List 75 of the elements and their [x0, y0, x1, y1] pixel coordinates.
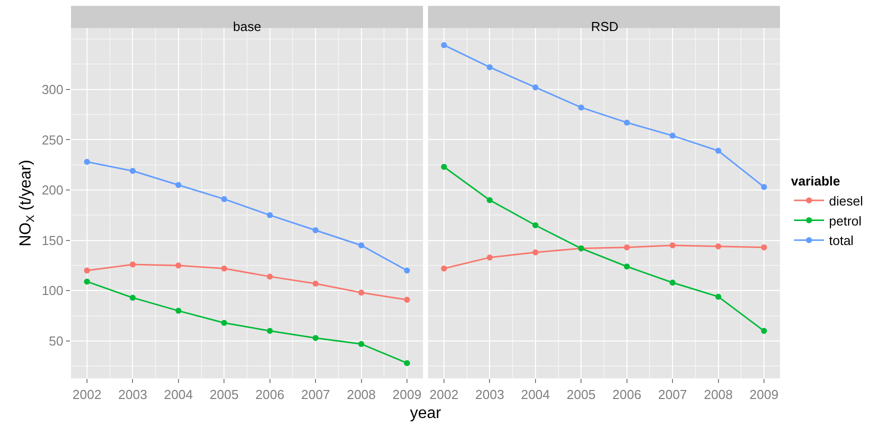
- point: [715, 243, 722, 250]
- point: [441, 164, 447, 170]
- x-tick-label: 2005: [210, 386, 239, 402]
- x-tick-label: 2007: [658, 386, 688, 402]
- point: [130, 294, 136, 301]
- point: [312, 227, 319, 234]
- point: [175, 308, 182, 314]
- x-tick-label: 2003: [118, 386, 148, 402]
- point: [404, 360, 410, 366]
- point: [761, 244, 767, 250]
- point: [670, 280, 676, 286]
- y-tick-label: 150: [42, 232, 64, 248]
- chart-title: base: [233, 19, 262, 34]
- point: [441, 42, 447, 48]
- x-tick-label: 2003: [475, 386, 504, 402]
- point: [266, 212, 273, 218]
- point: [266, 328, 273, 334]
- point: [130, 261, 136, 268]
- point: [404, 296, 410, 303]
- point: [532, 249, 538, 256]
- x-tick-label: 2005: [566, 386, 596, 402]
- point: [670, 242, 676, 248]
- x-tick-label: 2004: [164, 386, 193, 402]
- point: [761, 184, 767, 190]
- point: [358, 340, 364, 347]
- point: [624, 120, 630, 126]
- point: [532, 84, 538, 90]
- x-tick-label: 2006: [255, 386, 284, 402]
- point: [624, 244, 630, 250]
- chart-title: RSD: [591, 19, 618, 34]
- y-tick-label: 100: [42, 283, 64, 298]
- point: [486, 64, 493, 70]
- x-tick-label: 2006: [612, 386, 642, 402]
- x-tick-label: 2007: [301, 386, 330, 402]
- point: [486, 197, 493, 204]
- legend-label: diesel: [829, 193, 864, 208]
- x-tick-label: 2002: [72, 386, 102, 402]
- x-tick-label: 2004: [520, 386, 550, 402]
- point: [312, 334, 319, 341]
- legend-label: total: [829, 233, 854, 248]
- point: [84, 268, 90, 274]
- x-tick-label: 2008: [346, 386, 376, 402]
- point: [312, 280, 319, 287]
- point: [715, 148, 722, 154]
- point: [130, 168, 136, 174]
- x-tick-label: 2008: [704, 386, 733, 402]
- point: [175, 262, 182, 268]
- point: [578, 104, 584, 110]
- point: [670, 132, 676, 139]
- point: [761, 328, 767, 334]
- y-tick-label: 250: [42, 132, 64, 148]
- y-tick-label: 300: [42, 82, 64, 97]
- point: [221, 320, 228, 326]
- point: [358, 242, 364, 248]
- legend-label: petrol: [829, 213, 862, 228]
- x-axis-title: year: [410, 405, 442, 422]
- point: [84, 278, 90, 285]
- point: [624, 263, 630, 270]
- point: [175, 182, 182, 188]
- y-tick-label: 50: [48, 334, 64, 349]
- point: [404, 268, 410, 274]
- point: [532, 222, 538, 228]
- x-tick-label: 2009: [392, 386, 422, 402]
- x-tick-label: 2009: [750, 386, 778, 402]
- point: [486, 254, 493, 260]
- legend-title: variable: [791, 173, 840, 188]
- y-tick-label: 200: [42, 182, 64, 198]
- x-tick-label: 2002: [430, 386, 458, 402]
- point: [715, 294, 722, 300]
- point: [441, 266, 447, 272]
- point: [358, 290, 364, 296]
- point: [221, 196, 228, 202]
- point: [84, 158, 90, 165]
- point: [221, 266, 228, 272]
- point: [266, 274, 273, 280]
